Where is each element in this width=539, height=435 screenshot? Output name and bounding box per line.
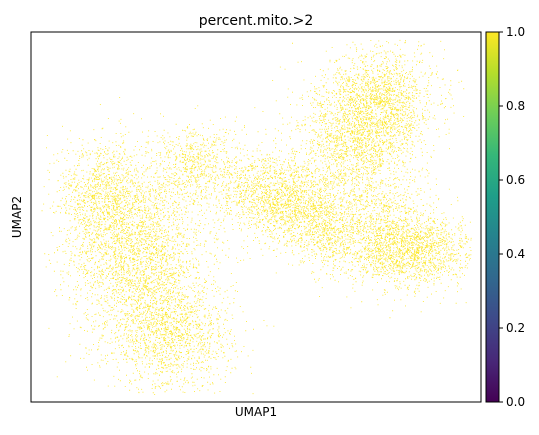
chart-title: percent.mito.>2 bbox=[199, 13, 314, 29]
colorbar-gradient bbox=[486, 32, 499, 402]
scatter-points bbox=[41, 39, 472, 395]
colorbar-tick-label: 0.2 bbox=[506, 321, 525, 335]
colorbar-tick-label: 0.0 bbox=[506, 395, 525, 409]
colorbar-tick-label: 0.8 bbox=[506, 99, 525, 113]
x-axis-label: UMAP1 bbox=[235, 405, 277, 419]
colorbar-tick-label: 0.4 bbox=[506, 247, 525, 261]
plot-frame bbox=[30, 31, 482, 403]
scatter-points-layer bbox=[41, 39, 472, 395]
y-axis-label: UMAP2 bbox=[10, 196, 24, 238]
colorbar-ticks: 0.0 0.2 0.4 0.6 0.8 1.0 bbox=[499, 25, 525, 409]
colorbar-frame bbox=[485, 31, 500, 403]
colorbar-tick-label: 1.0 bbox=[506, 25, 525, 39]
colorbar-tick-label: 0.6 bbox=[506, 173, 525, 187]
